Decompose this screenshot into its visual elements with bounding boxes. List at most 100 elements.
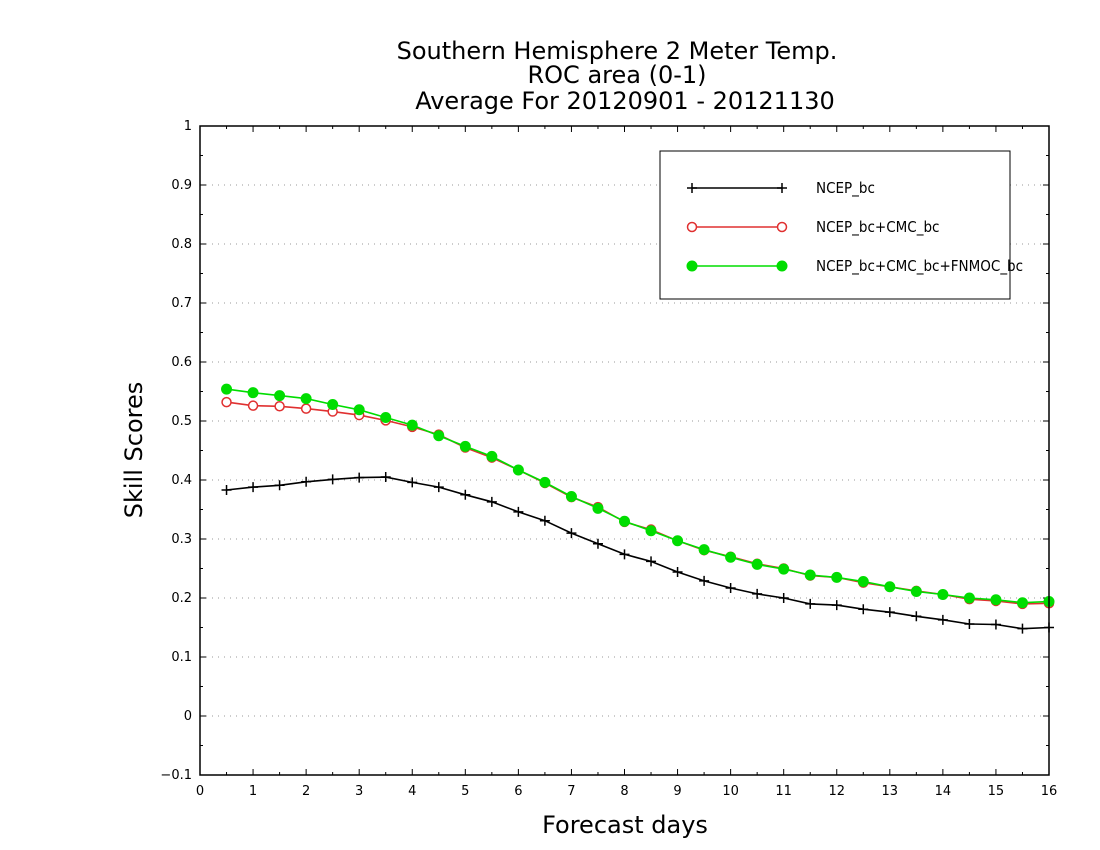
data-point: [646, 556, 657, 567]
data-point: [406, 419, 418, 431]
legend-item-0: NCEP_bc: [687, 179, 875, 198]
data-point: [804, 569, 816, 581]
x-tick-label: 9: [673, 784, 681, 799]
x-tick-label: 2: [302, 784, 310, 799]
data-point: [645, 525, 657, 537]
legend-label: NCEP_bc: [816, 179, 875, 198]
x-tick-label: 11: [775, 784, 792, 799]
legend-marker: [687, 183, 697, 193]
data-point: [247, 387, 259, 399]
y-tick-label: 0.1: [171, 650, 192, 665]
x-tick-label: 3: [355, 784, 363, 799]
data-point: [725, 551, 737, 563]
legend-marker: [686, 260, 698, 272]
x-tick-label: 7: [567, 784, 575, 799]
y-tick-label: 0: [184, 709, 192, 724]
data-point: [963, 592, 975, 604]
data-point: [725, 582, 736, 593]
y-tick-label: 0.4: [171, 473, 192, 488]
series-0: [221, 472, 1054, 634]
legend-marker: [777, 183, 787, 193]
x-tick-label: 1: [249, 784, 257, 799]
y-tick-label: −0.1: [160, 768, 192, 783]
data-point: [911, 611, 922, 622]
data-point: [486, 496, 497, 507]
data-point: [380, 472, 391, 483]
y-tick-label: 0.2: [171, 591, 192, 606]
data-point: [619, 515, 630, 527]
data-point: [327, 474, 338, 485]
series-1: [221, 396, 1055, 610]
data-point: [964, 618, 975, 629]
data-point: [433, 482, 444, 493]
data-point: [512, 464, 524, 476]
x-axis-ticks: 0 1 2 3 4 5 6 7 8 9 10 11 12 13 14 15 16: [196, 126, 1057, 799]
legend-marker: [776, 221, 788, 233]
legend: NCEP_bc NCEP_bc+CMC_bc NCEP_bc+CMC_bc+FNMO…: [659, 150, 1023, 300]
data-point: [539, 476, 551, 488]
x-tick-label: 5: [461, 784, 469, 799]
legend-item-1: NCEP_bc+CMC_bc: [686, 218, 939, 237]
data-point: [565, 491, 577, 503]
y-axis-label: Skill Scores: [120, 382, 148, 519]
data-point: [354, 472, 365, 483]
legend-marker: [686, 221, 698, 233]
data-point: [831, 600, 842, 611]
y-tick-label: 0.8: [171, 237, 192, 252]
series-group: [221, 383, 1055, 634]
series-line-0: [226, 476, 1050, 630]
data-point: [990, 619, 1001, 630]
legend-items: NCEP_bc NCEP_bc+CMC_bc NCEP_bc+CMC_bc+FNMO…: [686, 179, 1023, 276]
data-point: [539, 515, 550, 526]
data-point: [407, 477, 418, 488]
data-point: [698, 544, 710, 556]
data-point: [433, 430, 445, 442]
data-point: [221, 396, 232, 408]
data-point: [353, 404, 365, 416]
data-point: [857, 575, 869, 587]
y-tick-label: 1: [184, 119, 192, 134]
data-point: [910, 586, 922, 598]
data-point: [327, 398, 339, 410]
data-point: [300, 393, 312, 405]
data-point: [486, 450, 498, 462]
data-point: [380, 411, 392, 423]
data-point: [778, 593, 789, 603]
legend-item-2: NCEP_bc+CMC_bc+FNMOC_bc: [686, 257, 1023, 276]
data-point: [619, 549, 630, 560]
y-tick-label: 0.6: [171, 355, 192, 370]
series-2: [221, 383, 1055, 609]
x-tick-label: 16: [1041, 784, 1058, 799]
x-tick-label: 14: [935, 784, 952, 799]
data-point: [221, 485, 232, 496]
x-tick-label: 6: [514, 784, 522, 799]
x-tick-label: 13: [882, 784, 899, 799]
x-axis-label: Forecast days: [542, 811, 708, 839]
series-line-1: [226, 401, 1050, 605]
x-tick-label: 0: [196, 784, 204, 799]
chart-title-line-3: Average For 20120901 - 20121130: [415, 87, 835, 115]
data-point: [884, 607, 895, 618]
data-point: [274, 480, 285, 491]
data-point: [699, 575, 710, 586]
data-point: [513, 506, 524, 517]
data-point: [300, 403, 312, 414]
data-point: [831, 571, 843, 583]
plot-frame: [199, 125, 1050, 776]
data-point: [247, 400, 259, 411]
data-point: [592, 538, 603, 549]
data-point: [566, 528, 577, 539]
x-tick-label: 4: [408, 784, 416, 799]
y-tick-label: 0.5: [171, 414, 192, 429]
data-point: [459, 440, 471, 452]
legend-label: NCEP_bc+CMC_bc: [816, 218, 939, 237]
chart-title-line-2: ROC area (0-1): [527, 61, 706, 89]
data-point: [778, 563, 790, 575]
series-line-2: [226, 388, 1050, 604]
data-point: [884, 581, 896, 593]
data-point: [937, 588, 949, 600]
data-point: [752, 588, 763, 599]
data-point: [301, 476, 312, 487]
data-point: [274, 401, 285, 412]
